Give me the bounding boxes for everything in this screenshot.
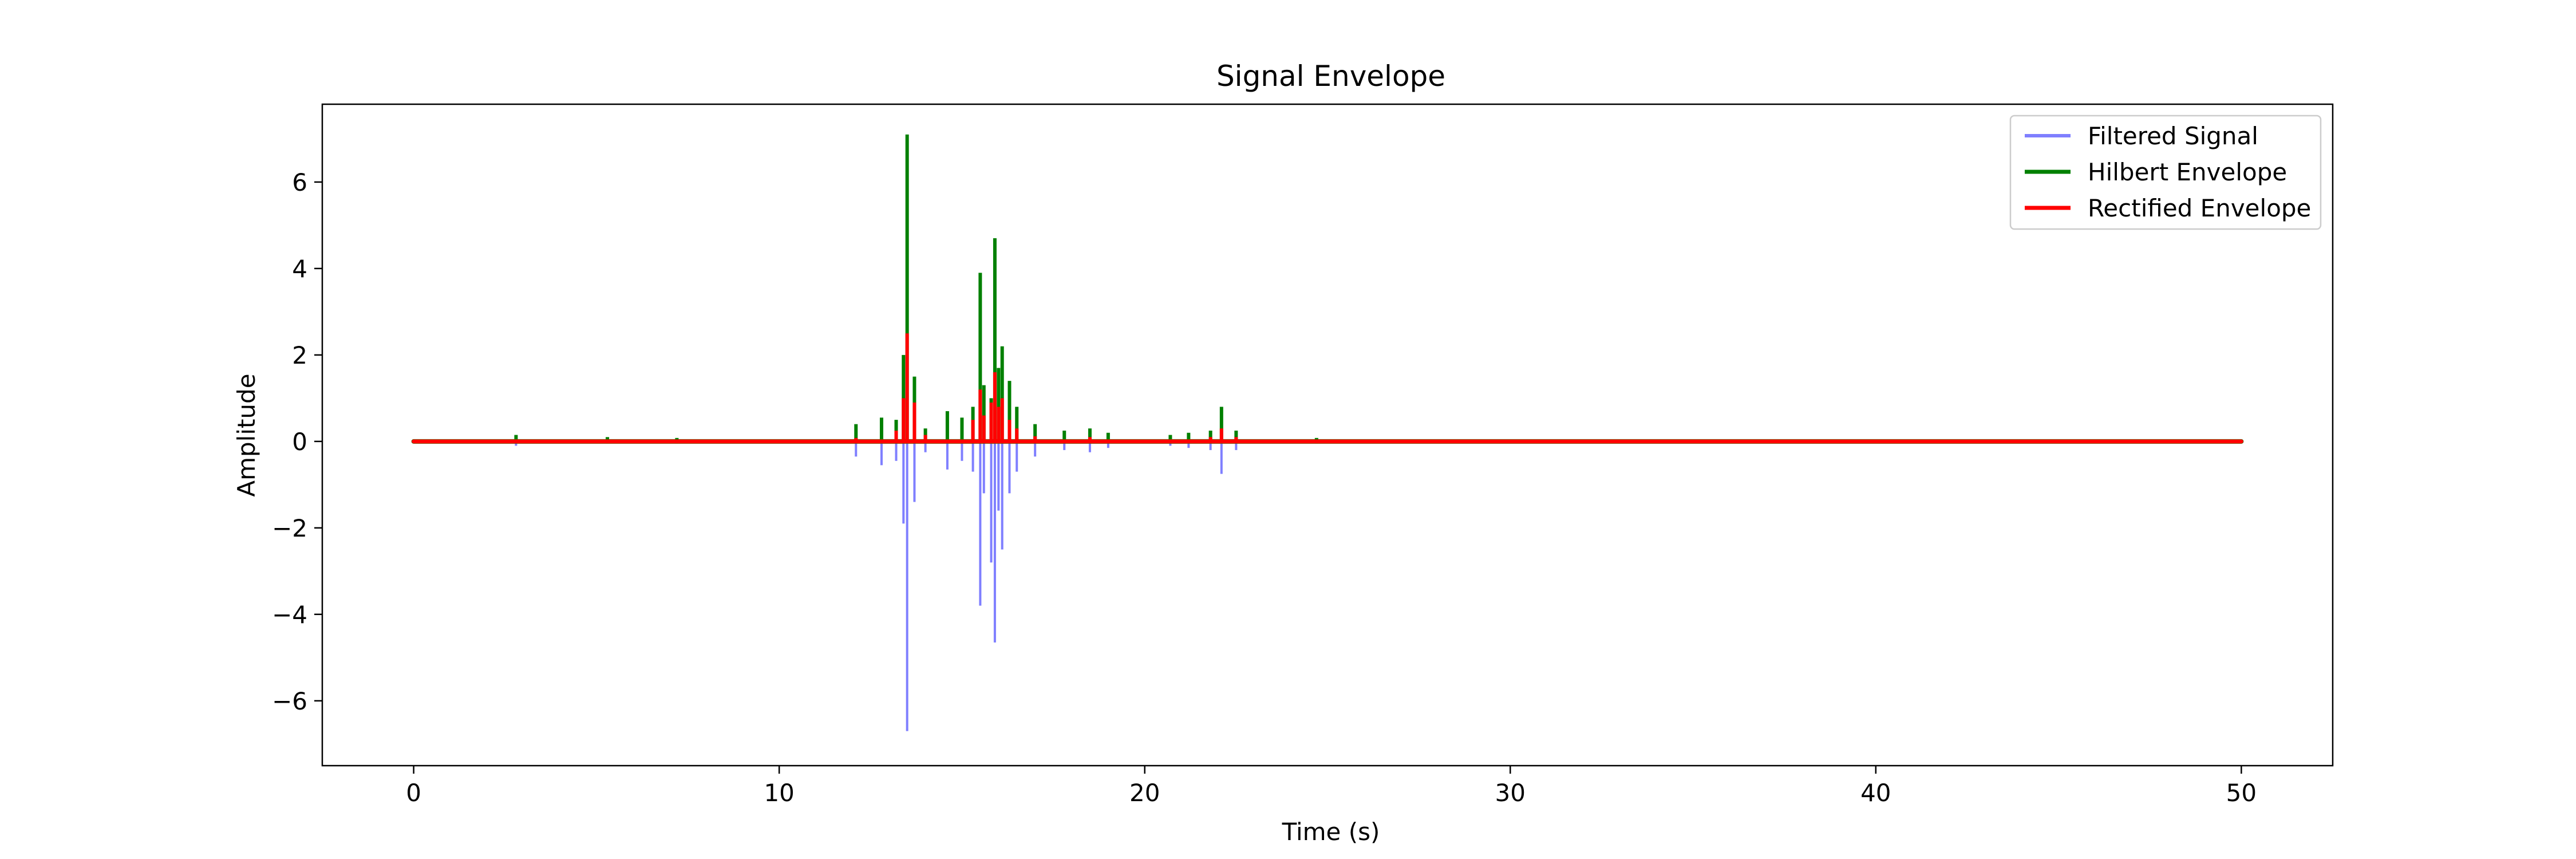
x-tick-label: 20 [1129, 779, 1160, 807]
x-tick-label: 30 [1495, 779, 1526, 807]
chart-title: Signal Envelope [1216, 60, 1445, 93]
legend-label-rectified-envelope: Rectified Envelope [2088, 194, 2311, 222]
x-axis: 0 10 20 30 40 50 [406, 766, 2257, 807]
legend-label-hilbert-envelope: Hilbert Envelope [2088, 158, 2287, 186]
y-tick-label: 4 [292, 255, 307, 283]
series-layer [411, 134, 2244, 731]
plot-frame [321, 103, 2334, 767]
y-tick-label: −2 [272, 514, 307, 542]
y-axis: −6 −4 −2 0 2 4 6 [272, 168, 322, 715]
y-tick-label: 6 [292, 168, 307, 196]
x-axis-label: Time (s) [1282, 818, 1380, 846]
legend-label-filtered-signal: Filtered Signal [2088, 122, 2258, 150]
y-tick-label: 2 [292, 341, 307, 369]
y-tick-label: 0 [292, 428, 307, 456]
series-rectified-envelope [412, 333, 2243, 444]
x-tick-label: 50 [2226, 779, 2257, 807]
x-tick-label: 0 [406, 779, 421, 807]
y-tick-label: −6 [272, 687, 307, 715]
x-tick-label: 10 [764, 779, 794, 807]
y-tick-label: −4 [272, 601, 307, 629]
plot-background [322, 104, 2333, 766]
plot-area [321, 103, 2334, 767]
legend: Filtered Signal Hilbert Envelope Rectifi… [2009, 115, 2322, 230]
x-tick-label: 40 [1860, 779, 1891, 807]
legend-box [2009, 115, 2322, 230]
y-axis-label: Amplitude [232, 373, 260, 497]
